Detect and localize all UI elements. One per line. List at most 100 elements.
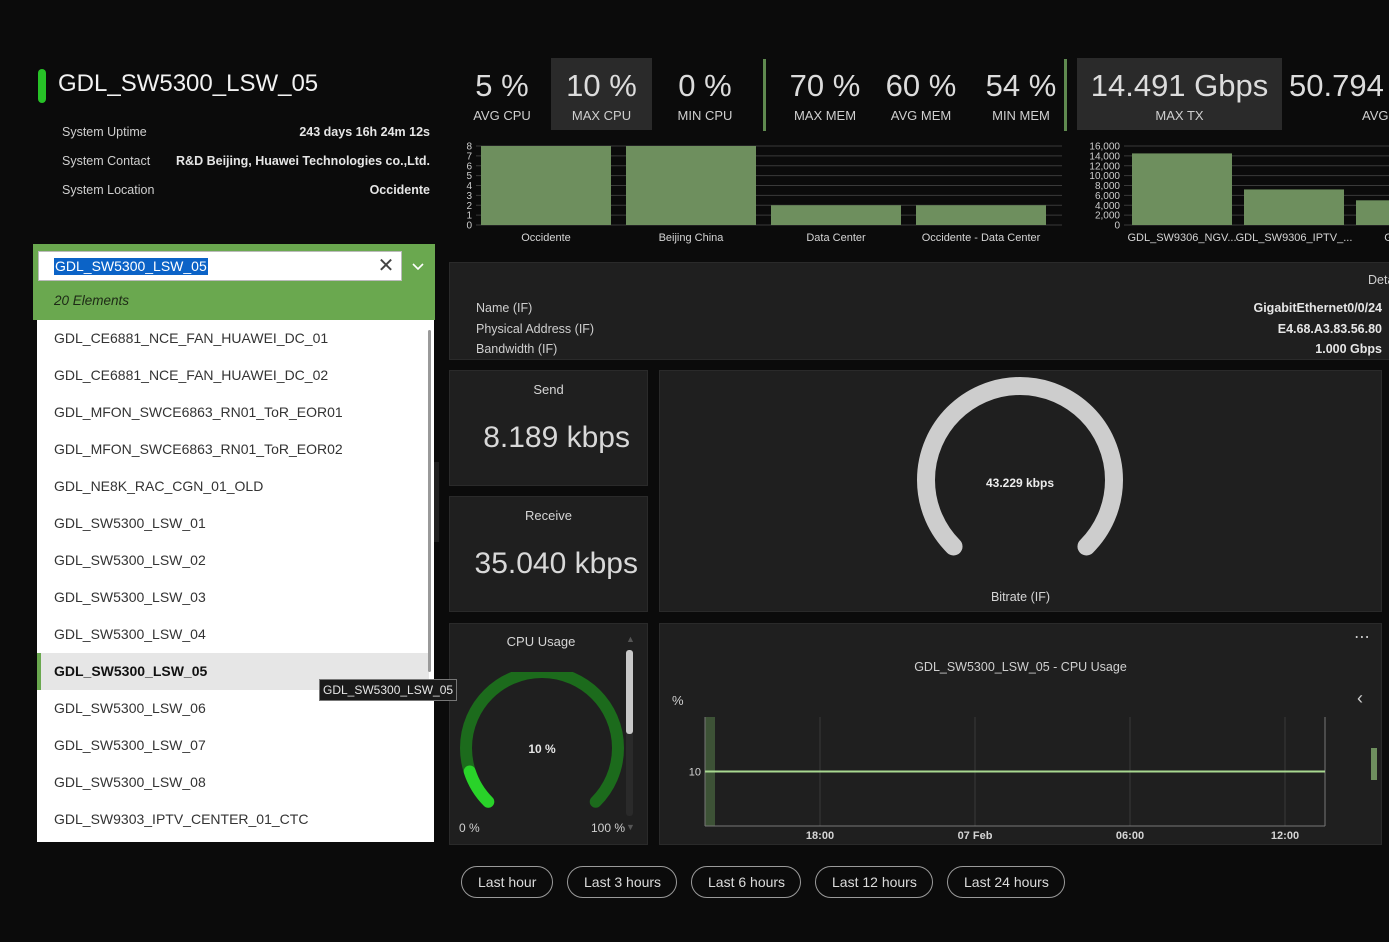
- time-range-last-3-hours-button[interactable]: Last 3 hours: [567, 866, 677, 898]
- bar[interactable]: [771, 205, 901, 225]
- dropdown-item[interactable]: GDL_SW5300_LSW_02: [54, 552, 206, 568]
- send-value: 8.189 kbps: [483, 421, 630, 454]
- info-label: System Uptime: [62, 125, 147, 139]
- kpi-value: 60 %: [885, 68, 957, 103]
- detail-label: Bandwidth (IF): [476, 342, 558, 356]
- dropdown-item[interactable]: GDL_NE8K_RAC_CGN_01_OLD: [54, 478, 264, 494]
- detail-row-name: Name (IF) GigabitEthernet0/0/24: [476, 301, 1382, 321]
- kpi-value: 50.794: [1289, 68, 1384, 103]
- kpi-divider: [763, 59, 766, 131]
- y-tick-label: 4,000: [1095, 201, 1120, 212]
- x-tick-label: 12:00: [1271, 830, 1299, 842]
- details-panel: [449, 262, 1389, 360]
- scroll-down-icon[interactable]: ▼: [626, 822, 635, 832]
- bar[interactable]: [1132, 153, 1232, 225]
- y-tick-label: 0: [1114, 221, 1120, 232]
- card-scrollbar[interactable]: [626, 650, 633, 816]
- info-row-location: System Location Occidente: [62, 183, 430, 203]
- device-title: GDL_SW5300_LSW_05: [58, 70, 319, 97]
- y-tick-label: 2,000: [1095, 211, 1120, 222]
- kpi-label: MAX CPU: [571, 108, 632, 123]
- dropdown-item[interactable]: GDL_SW5300_LSW_06: [54, 700, 206, 716]
- dropdown-item[interactable]: GDL_SW9303_IPTV_CENTER_01_CTC: [54, 811, 309, 827]
- y-tick-label: 1: [466, 211, 472, 222]
- x-tick-label: Occidente - Data Center: [922, 232, 1041, 244]
- cpu-usage-title: CPU Usage: [506, 634, 576, 649]
- dropdown-item[interactable]: GDL_MFON_SWCE6863_RN01_ToR_EOR02: [54, 441, 343, 457]
- kpi-value: 70 %: [789, 68, 861, 103]
- time-range-last-hour-button[interactable]: Last hour: [461, 866, 553, 898]
- close-icon[interactable]: ✕: [377, 255, 395, 277]
- y-tick-label: 2: [466, 201, 472, 212]
- kpi-value: 10 %: [566, 68, 637, 103]
- y-tick-label: 6: [466, 161, 472, 172]
- dropdown-scrollbar[interactable]: [428, 330, 431, 672]
- dropdown-item[interactable]: GDL_MFON_SWCE6863_RN01_ToR_EOR01: [54, 404, 343, 420]
- kpi-value: 54 %: [985, 68, 1057, 103]
- bar[interactable]: [916, 205, 1046, 225]
- kpi-label: MIN CPU: [677, 108, 733, 123]
- cpu-line-panel: [659, 623, 1382, 845]
- kpi-max-tx: 14.491 Gbps MAX TX: [1077, 58, 1282, 130]
- item-tooltip: GDL_SW5300_LSW_05: [319, 679, 458, 701]
- kpi-min-mem: 54 % MIN MEM: [972, 58, 1070, 130]
- receive-card: Receive 35.040 kbps: [449, 496, 648, 612]
- info-value: R&D Beijing, Huawei Technologies co.,Ltd…: [176, 154, 430, 168]
- y-tick-label: 5: [466, 171, 472, 182]
- status-indicator: [38, 69, 46, 103]
- dropdown-item[interactable]: GDL_CE6881_NCE_FAN_HUAWEI_DC_01: [54, 330, 329, 346]
- kpi-label: AVG MEM: [890, 108, 952, 123]
- bitrate-panel: [659, 370, 1382, 612]
- chevron-left-icon[interactable]: ‹: [1357, 688, 1363, 708]
- bar[interactable]: [1356, 200, 1389, 225]
- info-value: 243 days 16h 24m 12s: [299, 125, 430, 139]
- cpu-gauge-track: [460, 672, 624, 808]
- info-row-contact: System Contact R&D Beijing, Huawei Techn…: [62, 154, 430, 174]
- time-range-last-12-hours-button[interactable]: Last 12 hours: [815, 866, 933, 898]
- kpi-label: MAX MEM: [793, 108, 857, 123]
- y-tick-label: 7: [466, 151, 472, 162]
- time-range-last-6-hours-button[interactable]: Last 6 hours: [691, 866, 801, 898]
- y-tick-label: 0: [466, 221, 472, 232]
- receive-value: 35.040 kbps: [474, 547, 638, 580]
- dropdown-item[interactable]: GDL_SW5300_LSW_03: [54, 589, 206, 605]
- dropdown-item[interactable]: GDL_CE6881_NCE_FAN_HUAWEI_DC_02: [54, 367, 329, 383]
- dropdown-item[interactable]: GDL_SW5300_LSW_08: [54, 774, 206, 790]
- scroll-up-icon[interactable]: ▲: [626, 634, 635, 644]
- bar[interactable]: [1244, 189, 1344, 225]
- bitrate-label: Bitrate (IF): [990, 590, 1051, 604]
- y-tick-label: 6,000: [1095, 191, 1120, 202]
- kpi-label: MIN MEM: [992, 108, 1050, 123]
- bar[interactable]: [626, 146, 756, 225]
- y-tick-label: 12,000: [1089, 161, 1120, 172]
- detail-value: GigabitEthernet0/0/24: [1253, 301, 1382, 315]
- info-label: System Location: [62, 183, 155, 197]
- dropdown-item[interactable]: GDL_SW5300_LSW_04: [54, 626, 206, 642]
- element-search-value[interactable]: GDL_SW5300_LSW_05: [54, 258, 208, 275]
- y-tick-label: 10: [689, 767, 701, 779]
- kpi-label: AVG CPU: [473, 108, 531, 123]
- kpi-max-cpu: 10 % MAX CPU: [551, 58, 652, 130]
- element-dropdown-list[interactable]: [37, 320, 434, 842]
- cpu-gauge-max: 100 %: [591, 821, 626, 835]
- x-tick-label: 18:00: [806, 830, 834, 842]
- info-label: System Contact: [62, 154, 151, 168]
- time-range-last-24-hours-button[interactable]: Last 24 hours: [947, 866, 1065, 898]
- y-tick-label: 16,000: [1089, 142, 1120, 153]
- bar[interactable]: [481, 146, 611, 225]
- range-handle[interactable]: [1371, 748, 1377, 780]
- dropdown-item[interactable]: GDL_SW5300_LSW_07: [54, 737, 206, 753]
- chevron-down-icon[interactable]: [402, 251, 434, 281]
- kpi-avg-cpu: 5 % AVG CPU: [453, 58, 551, 130]
- detail-value: E4.68.A3.83.56.80: [1277, 322, 1382, 336]
- cpu-gauge: 10 %: [460, 672, 624, 808]
- kpi-avg-tx: 50.794 AVG: [1286, 58, 1389, 130]
- cpu-gauge-min: 0 %: [459, 821, 480, 835]
- card-scrollbar-thumb[interactable]: [626, 650, 633, 734]
- y-tick-label: 8,000: [1095, 181, 1120, 192]
- kpi-max-mem: 70 % MAX MEM: [775, 58, 875, 130]
- more-icon[interactable]: ⋯: [1354, 629, 1371, 646]
- cpu-gauge-fill: [463, 765, 495, 808]
- dropdown-item[interactable]: GDL_SW5300_LSW_01: [54, 515, 206, 531]
- x-tick-label: Beijing China: [659, 232, 725, 244]
